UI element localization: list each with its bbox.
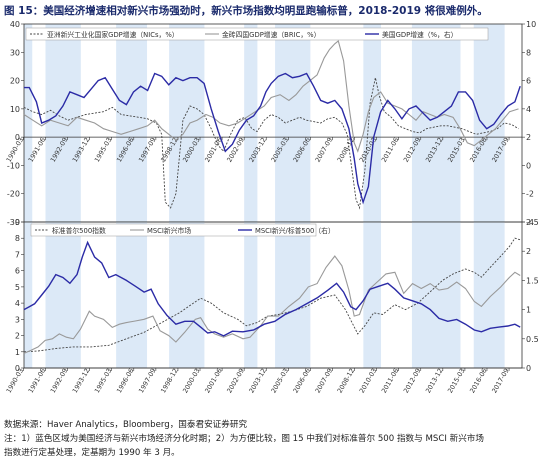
legend: 标准普尔500指数 MSCI新兴市场 MSCI新兴/标普500（右）: [30, 223, 335, 237]
shaded-period: [411, 222, 461, 368]
shaded-period: [363, 222, 382, 368]
x-tick-label: 1992-09: [49, 367, 70, 395]
series-line-1: [23, 237, 521, 353]
series-line-2: [23, 255, 521, 354]
shaded-period: [169, 24, 205, 222]
chart-panel-1: 1990-03 1991-06 1992-09 1993-12 1995-03 1996-…: [5, 20, 537, 227]
x-tick-label: 1995-03: [93, 367, 114, 395]
shaded-period: [473, 24, 505, 222]
x-tick-label: 2001-06: [203, 367, 224, 395]
shaded-period: [169, 222, 205, 368]
x-tick-label: 2007-09: [314, 136, 335, 164]
footnote-line-1: 注：1）蓝色区域为美国经济与新兴市场经济分化时期；2）为方便比较，图 15 中我…: [4, 434, 484, 444]
y-tick-label-left: 0: [15, 133, 20, 142]
y-tick-label-left: 20: [10, 77, 20, 86]
y-tick-label-left: 0: [15, 364, 20, 373]
y-tick-label-right: 8: [526, 48, 531, 57]
shaded-period: [275, 24, 311, 222]
legend-label: MSCI新兴/标普500（右）: [255, 226, 335, 235]
shaded-period: [116, 24, 148, 222]
shaded-period: [473, 222, 505, 368]
x-tick-label: 2006-06: [292, 367, 313, 395]
x-tick-label: 2008-12: [336, 367, 357, 395]
legend-box: [30, 223, 317, 237]
y-tick-label-left: 10: [10, 105, 20, 114]
x-tick-label: 2017-09: [490, 367, 511, 395]
y-tick-label-left: -30: [7, 218, 20, 227]
x-tick-label: 2007-09: [314, 367, 335, 395]
y-tick-label-right: 10: [526, 20, 536, 29]
x-tick-label: 1991-06: [27, 367, 48, 395]
y-tick-label-right: 0.5: [526, 335, 539, 344]
x-tick-label: 2010-03: [358, 367, 379, 395]
y-tick-label-left: 4: [15, 299, 20, 308]
shaded-period: [116, 222, 148, 368]
legend: 亚洲新兴工业化国家GDP增速（NICs，%） 金砖四国GDP增速（BRIC，%） 美…: [25, 27, 489, 41]
y-tick-label-left: 3: [15, 315, 20, 324]
y-tick-label-left: 30: [10, 48, 20, 57]
shaded-period: [411, 24, 461, 222]
chart-panel-2: 1990-03 1991-06 1992-09 1993-12 1995-03 1996-…: [5, 218, 539, 395]
y-tick-label-right: 0: [526, 161, 531, 170]
y-tick-label-right: 6: [526, 77, 531, 86]
y-tick-label-right: 2: [526, 133, 531, 142]
legend-label: 美国GDP增速（%，右）: [382, 30, 457, 39]
figure-charts: 1990-03 1991-06 1992-09 1993-12 1995-03 1996-…: [5, 20, 539, 395]
y-tick-label-left: 9: [15, 218, 20, 227]
y-tick-label-right: 1: [526, 306, 531, 315]
y-tick-label-left: 40: [10, 20, 20, 29]
y-tick-label-right: 4: [526, 105, 531, 114]
series-line-3: [23, 240, 521, 337]
y-tick-label-right: 0: [526, 364, 531, 373]
x-tick-label: 1993-12: [71, 367, 92, 395]
x-tick-label: 2013-12: [424, 367, 445, 395]
legend-label: 亚洲新兴工业化国家GDP增速（NICs，%）: [47, 30, 179, 39]
x-tick-label: 2012-09: [402, 367, 423, 395]
y-tick-label-left: 8: [15, 234, 20, 243]
x-tick-label: 2002-09: [225, 367, 246, 395]
y-tick-label-left: -10: [7, 161, 20, 170]
x-tick-label: 1998-12: [159, 367, 180, 395]
x-tick-label: 1996-06: [115, 367, 136, 395]
y-tick-label-left: 2: [15, 332, 20, 341]
shaded-period: [363, 24, 382, 222]
shaded-period: [24, 222, 33, 368]
source-note: 数据来源：Haver Analytics，Bloomberg，国泰君安证券研究: [4, 420, 248, 430]
x-tick-label: 1997-09: [137, 367, 158, 395]
y-tick-label-left: 7: [15, 250, 20, 259]
shaded-period: [244, 24, 258, 222]
y-tick-label-left: 5: [15, 283, 20, 292]
series-line-2: [23, 40, 519, 153]
legend-label: 标准普尔500指数: [52, 226, 106, 235]
shaded-period: [24, 24, 33, 222]
x-tick-label: 2015-03: [446, 367, 467, 395]
y-tick-label-right: 2: [526, 247, 531, 256]
y-tick-label-right: -4: [526, 218, 534, 227]
x-tick-label: 2011-06: [380, 136, 401, 164]
legend-label: 金砖四国GDP增速（BRIC，%）: [222, 30, 320, 39]
y-tick-label-right: 1.5: [526, 276, 539, 285]
y-tick-label-left: 6: [15, 267, 20, 276]
y-tick-label-left: -20: [7, 190, 20, 199]
x-tick-label: 2000-03: [181, 367, 202, 395]
x-tick-label: 2011-06: [380, 367, 401, 395]
footnote-line-2: 指数进行定基处理，定基期为 1990 年 3 月。: [4, 448, 180, 458]
x-tick-label: 2016-06: [468, 367, 489, 395]
x-tick-label: 2005-03: [270, 367, 291, 395]
figure-title: 图 15：美国经济增速相对新兴市场强劲时，新兴市场指数均明显跑输标普，2018-…: [4, 5, 488, 17]
y-tick-label-left: 1: [15, 348, 20, 357]
shaded-period: [244, 222, 258, 368]
x-tick-label: 1995-03: [93, 136, 114, 164]
y-tick-label-right: 2.5: [526, 218, 539, 227]
shaded-period: [275, 222, 311, 368]
shaded-period: [45, 24, 81, 222]
series-line-3: [24, 72, 521, 205]
x-tick-label: 2003-12: [247, 367, 268, 395]
y-tick-label-right: -2: [526, 190, 534, 199]
legend-box: [25, 27, 489, 41]
shaded-period: [45, 222, 81, 368]
legend-label: MSCI新兴市场: [147, 226, 191, 235]
